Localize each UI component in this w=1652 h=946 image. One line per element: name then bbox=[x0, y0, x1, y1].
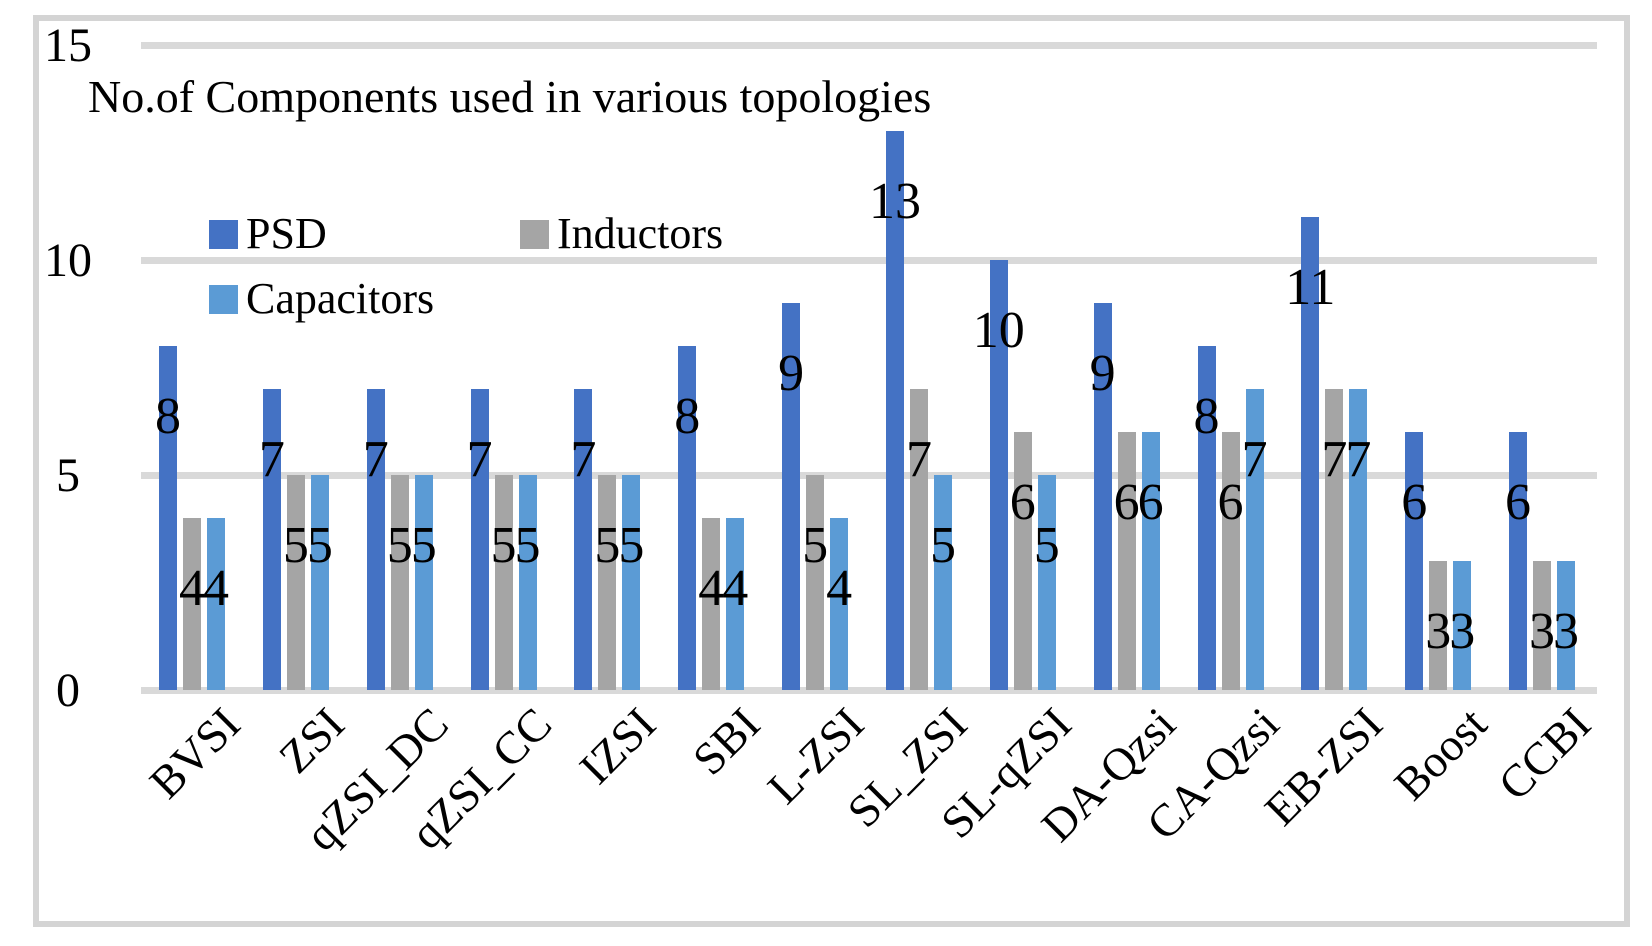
y-tick-label-0: 0 bbox=[56, 664, 80, 717]
bar-inductors-SL_ZSI bbox=[909, 389, 928, 690]
bar-inductors-ZSI bbox=[286, 475, 305, 690]
bar-inductors-DA-Qzsi bbox=[1117, 432, 1136, 690]
bar-capacitors-EB-ZSI bbox=[1349, 389, 1368, 690]
legend-swatch-capacitors-icon bbox=[209, 284, 238, 314]
bar-capacitors-DA-Qzsi bbox=[1141, 432, 1160, 690]
bar-inductors-qZSI_DC bbox=[390, 475, 409, 690]
y-tick-label-10: 10 bbox=[44, 234, 92, 287]
legend-label-psd: PSD bbox=[246, 209, 327, 258]
bar-psd-BVSI bbox=[159, 346, 177, 690]
legend-item-inductors[interactable]: Inductors bbox=[520, 212, 723, 256]
y-tick-label-5: 5 bbox=[56, 449, 80, 502]
bar-psd-CA-Qzsi bbox=[1197, 346, 1216, 690]
bar-psd-CCBI bbox=[1509, 432, 1528, 690]
bar-capacitors-SBI bbox=[726, 518, 745, 690]
bar-psd-DA-Qzsi bbox=[1093, 303, 1112, 690]
bar-capacitors-BVSI bbox=[207, 518, 225, 690]
y-tick-label-15: 15 bbox=[44, 19, 92, 72]
bar-psd-qZSI_CC bbox=[470, 389, 489, 690]
bar-inductors-L-ZSI bbox=[806, 475, 825, 690]
bar-inductors-EB-ZSI bbox=[1325, 389, 1344, 690]
legend-item-capacitors[interactable]: Capacitors bbox=[209, 277, 434, 321]
bar-inductors-SBI bbox=[702, 518, 721, 690]
legend-item-psd[interactable]: PSD bbox=[209, 212, 327, 256]
bar-inductors-SL-qZSI bbox=[1013, 432, 1032, 690]
bar-capacitors-CA-Qzsi bbox=[1245, 389, 1264, 690]
bar-psd-L-ZSI bbox=[782, 303, 801, 690]
bar-inductors-BVSI bbox=[183, 518, 201, 690]
bar-inductors-CCBI bbox=[1533, 561, 1552, 690]
bar-capacitors-ZSI bbox=[310, 475, 329, 690]
bar-psd-EB-ZSI bbox=[1301, 217, 1320, 690]
bar-capacitors-qZSI_CC bbox=[518, 475, 537, 690]
bar-capacitors-Boost bbox=[1453, 561, 1472, 690]
bar-capacitors-CCBI bbox=[1557, 561, 1576, 690]
bar-psd-qZSI_DC bbox=[366, 389, 385, 690]
legend-swatch-inductors-icon bbox=[520, 219, 549, 249]
bar-psd-SBI bbox=[678, 346, 697, 690]
bar-inductors-CA-Qzsi bbox=[1221, 432, 1240, 690]
bar-psd-ZSI bbox=[262, 389, 281, 690]
bar-capacitors-L-ZSI bbox=[830, 518, 849, 690]
gridline-y-15 bbox=[141, 42, 1597, 49]
bar-psd-SL-qZSI bbox=[989, 260, 1008, 690]
bar-inductors-qZSI_CC bbox=[494, 475, 513, 690]
gridline-y-10 bbox=[141, 257, 1597, 264]
bar-capacitors-SL-qZSI bbox=[1037, 475, 1056, 690]
bar-psd-Boost bbox=[1405, 432, 1424, 690]
legend-label-inductors: Inductors bbox=[557, 209, 724, 258]
bar-inductors-IZSI bbox=[598, 475, 617, 690]
legend-label-capacitors: Capacitors bbox=[246, 274, 435, 323]
chart-title: No.of Components used in various topolog… bbox=[88, 71, 932, 122]
gridline-y-0 bbox=[141, 687, 1597, 694]
bar-capacitors-SL_ZSI bbox=[933, 475, 952, 690]
bar-capacitors-IZSI bbox=[622, 475, 641, 690]
legend-swatch-psd-icon bbox=[209, 219, 238, 249]
bar-inductors-Boost bbox=[1429, 561, 1448, 690]
bar-psd-IZSI bbox=[574, 389, 593, 690]
gridline-y-5 bbox=[141, 472, 1597, 479]
bar-psd-SL_ZSI bbox=[885, 131, 904, 690]
bar-capacitors-qZSI_DC bbox=[414, 475, 433, 690]
